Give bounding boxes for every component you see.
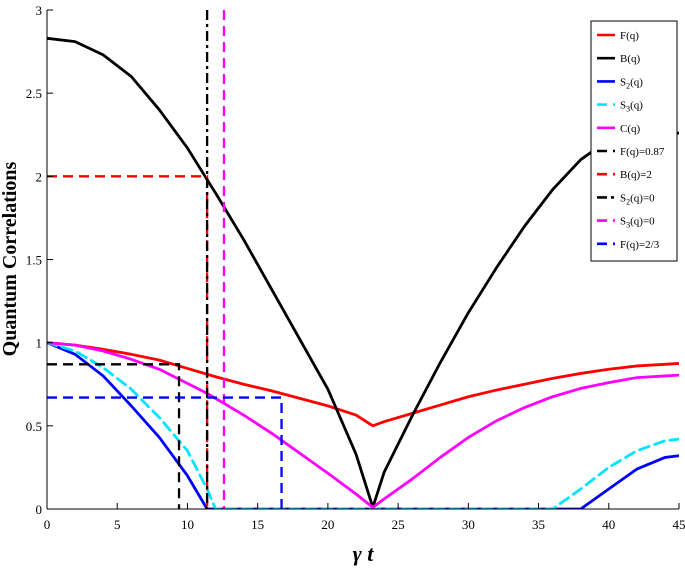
axes-layer [47,10,679,509]
legend-label-7: B(q)=2 [620,169,652,181]
x-tick-label: 20 [321,517,334,532]
series-line-4 [47,343,679,509]
legend: F(q) B(q) S2(q) S3(q) C(q) F(q)=0.87 B(q)=2 S2(… [591,21,677,261]
legend-label-10: F(q)=2/3 [620,239,660,251]
series-line-5 [47,343,679,508]
reference-line-2 [47,176,207,509]
x-tick-label: 25 [392,517,405,532]
x-tick-label: 40 [602,517,615,532]
x-axis-ticks: 0 5 10 15 20 25 30 35 40 45 [44,503,685,532]
reference-line-5 [47,398,282,509]
y-tick-label: 2.5 [26,86,42,101]
y-tick-label: 1.5 [26,253,42,268]
legend-label-5: C(q) [620,123,641,135]
y-tick-label: 1 [36,336,43,351]
x-tick-label: 5 [114,517,121,532]
legend-label-8: S2(q)=0 [620,192,655,206]
x-tick-label: 30 [462,517,475,532]
y-tick-label: 0.5 [26,419,42,434]
legend-label-2: B(q) [620,53,641,65]
x-axis-label: γ t [353,541,375,566]
y-axis-ticks: 0 0.5 1 1.5 2 2.5 3 [26,3,53,517]
y-axis-label: Quantum Correlations [0,161,21,356]
series-layer [47,38,679,509]
legend-label-6: F(q)=0.87 [620,146,665,158]
y-tick-label: 3 [36,3,43,18]
x-tick-label: 15 [251,517,264,532]
y-tick-label: 0 [36,502,43,517]
y-tick-label: 2 [36,169,43,184]
legend-label-9: S3(q)=0 [620,216,655,230]
x-tick-label: 0 [44,517,51,532]
x-tick-label: 35 [532,517,545,532]
x-tick-label: 10 [181,517,194,532]
series-line-1 [47,343,679,426]
reference-layer [47,10,282,509]
series-line-2 [47,38,679,507]
legend-label-4: S3(q) [620,100,643,114]
legend-label-3: S2(q) [620,76,643,90]
series-line-3 [47,343,679,509]
x-tick-label: 45 [673,517,685,532]
legend-label-1: F(q) [620,30,639,42]
